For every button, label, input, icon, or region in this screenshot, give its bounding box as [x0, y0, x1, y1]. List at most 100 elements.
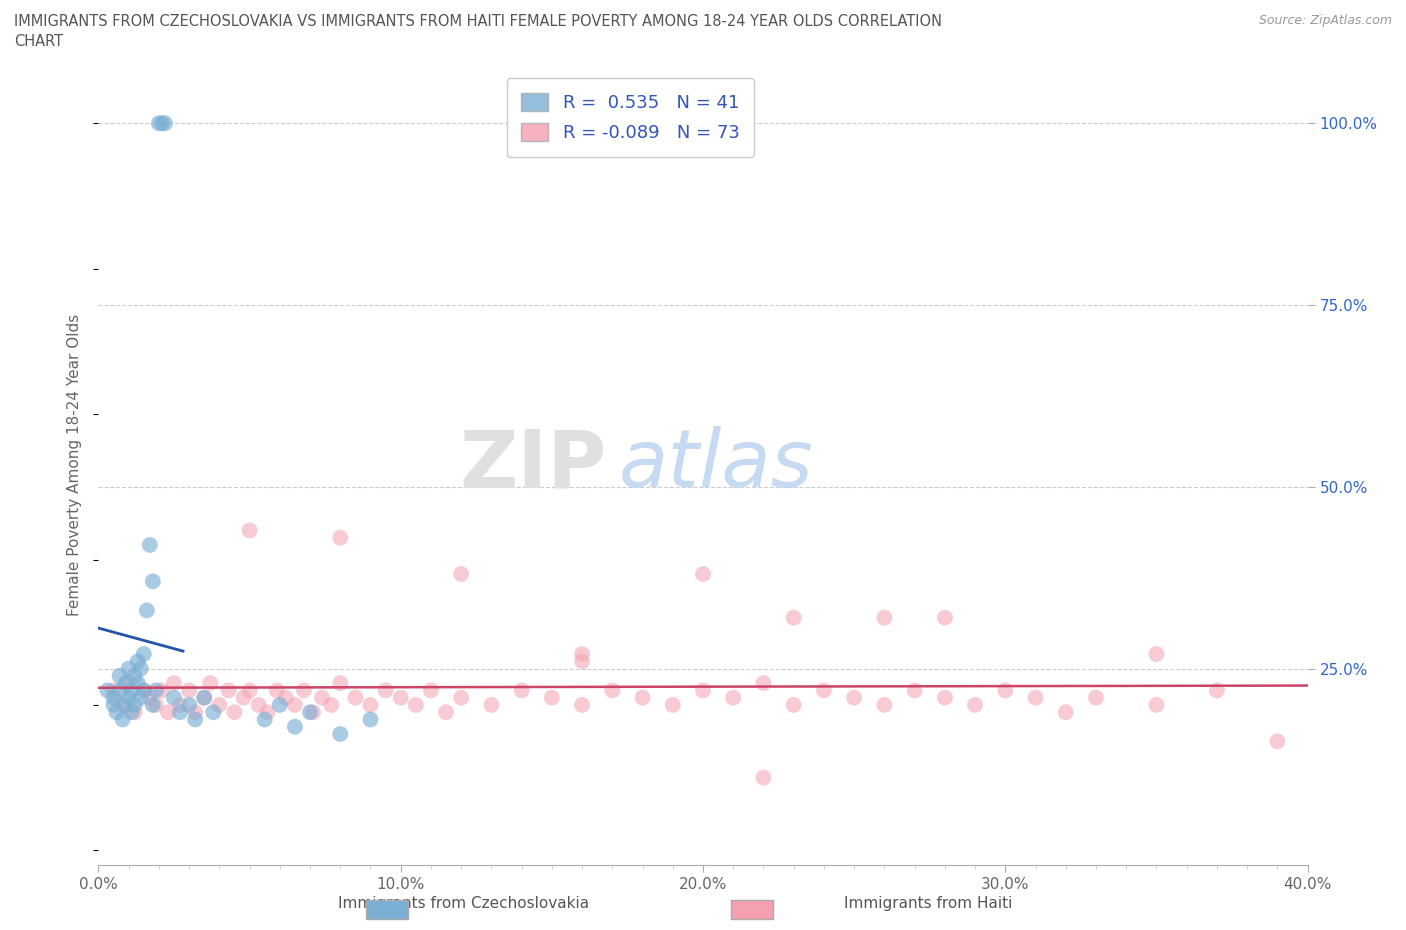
Point: [602, 683, 624, 698]
Y-axis label: Female Poverty Among 18-24 Year Olds: Female Poverty Among 18-24 Year Olds: [67, 314, 83, 617]
Point: [217, 683, 239, 698]
Point: [153, 116, 176, 131]
Point: [135, 603, 157, 618]
Point: [934, 610, 956, 625]
Point: [148, 116, 170, 131]
Point: [302, 705, 325, 720]
Point: [389, 690, 412, 705]
Point: [127, 654, 149, 669]
Point: [129, 661, 152, 676]
Point: [224, 705, 246, 720]
Point: [344, 690, 367, 705]
Point: [873, 698, 896, 712]
Point: [124, 705, 146, 720]
Point: [111, 712, 134, 727]
Point: [450, 566, 472, 581]
Point: [142, 574, 165, 589]
Point: [661, 698, 683, 712]
Point: [813, 683, 835, 698]
Point: [783, 610, 806, 625]
Text: Immigrants from Czechoslovakia: Immigrants from Czechoslovakia: [339, 896, 589, 910]
Point: [965, 698, 987, 712]
Point: [253, 712, 276, 727]
Point: [118, 676, 141, 691]
Point: [169, 705, 191, 720]
Point: [103, 683, 125, 698]
Point: [405, 698, 427, 712]
Point: [105, 705, 128, 720]
Point: [208, 698, 231, 712]
Point: [311, 690, 333, 705]
Point: [329, 676, 352, 691]
Point: [571, 698, 593, 712]
Point: [571, 654, 593, 669]
Text: IMMIGRANTS FROM CZECHOSLOVAKIA VS IMMIGRANTS FROM HAITI FEMALE POVERTY AMONG 18-: IMMIGRANTS FROM CZECHOSLOVAKIA VS IMMIGR…: [14, 14, 942, 29]
Point: [163, 690, 186, 705]
Point: [114, 676, 136, 691]
Point: [934, 690, 956, 705]
Point: [132, 683, 155, 698]
Point: [145, 698, 167, 712]
Text: ZIP: ZIP: [458, 426, 606, 504]
Point: [179, 683, 201, 698]
Point: [256, 705, 278, 720]
Point: [239, 683, 262, 698]
Point: [118, 690, 141, 705]
Point: [114, 698, 136, 712]
Point: [1024, 690, 1046, 705]
Point: [752, 676, 775, 691]
Point: [132, 683, 155, 698]
Point: [139, 538, 162, 552]
Point: [752, 770, 775, 785]
Point: [374, 683, 396, 698]
Point: [692, 683, 714, 698]
Point: [723, 690, 745, 705]
Point: [571, 646, 593, 661]
Point: [1144, 698, 1167, 712]
Point: [124, 698, 146, 712]
Point: [450, 690, 472, 705]
Point: [150, 116, 173, 131]
Point: [169, 698, 191, 712]
Point: [844, 690, 866, 705]
Point: [163, 676, 186, 691]
Text: CHART: CHART: [14, 34, 63, 49]
Point: [193, 690, 215, 705]
Point: [329, 726, 352, 741]
Point: [103, 698, 125, 712]
Point: [121, 683, 143, 698]
Point: [540, 690, 562, 705]
Point: [292, 683, 315, 698]
Point: [360, 712, 382, 727]
Point: [142, 698, 165, 712]
Point: [299, 705, 322, 720]
Point: [360, 698, 382, 712]
Point: [184, 705, 207, 720]
Point: [420, 683, 443, 698]
Point: [481, 698, 503, 712]
Point: [129, 690, 152, 705]
Point: [103, 690, 125, 705]
Point: [321, 698, 343, 712]
Point: [121, 705, 143, 720]
Point: [127, 676, 149, 691]
Point: [108, 683, 131, 698]
Point: [108, 669, 131, 684]
Point: [111, 698, 134, 712]
Point: [184, 712, 207, 727]
Point: [200, 676, 222, 691]
Point: [269, 698, 291, 712]
Point: [139, 690, 162, 705]
Point: [179, 698, 201, 712]
Point: [124, 669, 146, 684]
Point: [96, 683, 118, 698]
Text: Source: ZipAtlas.com: Source: ZipAtlas.com: [1258, 14, 1392, 27]
Point: [284, 719, 307, 734]
Point: [329, 530, 352, 545]
Point: [274, 690, 297, 705]
Point: [132, 646, 155, 661]
Point: [239, 523, 262, 538]
Point: [631, 690, 654, 705]
Point: [510, 683, 533, 698]
Point: [202, 705, 225, 720]
